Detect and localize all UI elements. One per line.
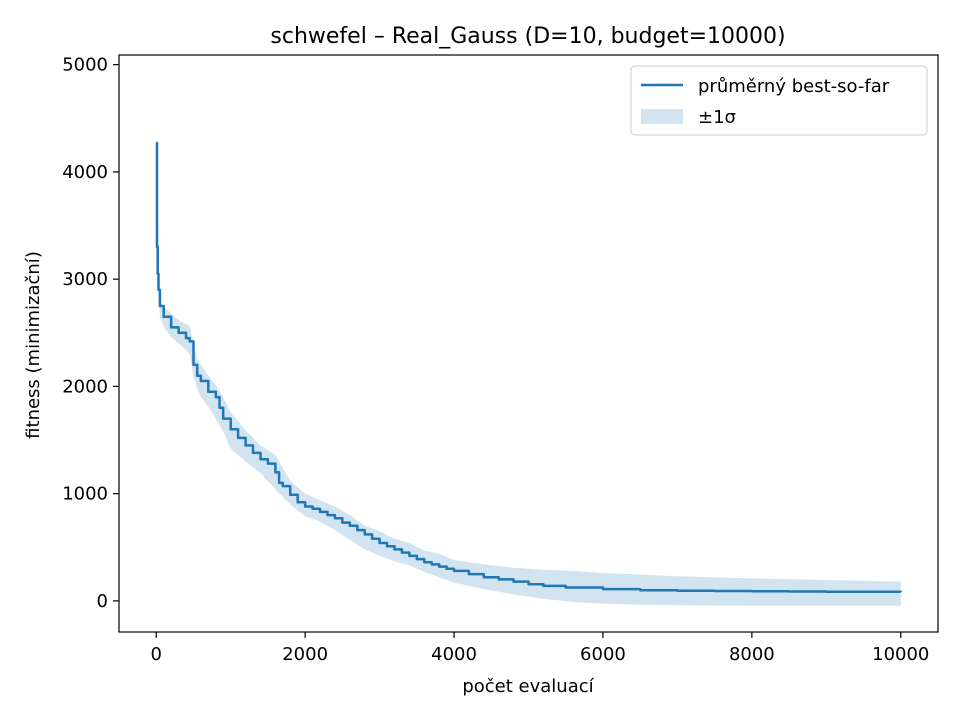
x-tick-label: 8000 <box>729 644 775 665</box>
y-axis-label: fitness (minimizační) <box>23 251 44 439</box>
y-tick-label: 1000 <box>62 484 108 505</box>
plot-area <box>155 141 903 606</box>
legend-label-mean: průměrný best-so-far <box>698 76 890 97</box>
y-tick-label: 2000 <box>62 376 108 397</box>
y-tick-label: 5000 <box>62 55 108 76</box>
x-axis-label: počet evaluací <box>462 676 594 697</box>
y-tick-label: 0 <box>97 591 108 612</box>
y-tick-label: 3000 <box>62 269 108 290</box>
x-tick-label: 10000 <box>872 644 929 665</box>
legend-label-band: ±1σ <box>698 107 736 128</box>
x-tick-label: 6000 <box>580 644 626 665</box>
axes-frame <box>118 54 939 633</box>
x-tick-label: 2000 <box>282 644 328 665</box>
legend: průměrný best-so-far ±1σ <box>630 65 928 136</box>
x-tick-label: 0 <box>151 644 162 665</box>
y-tick-label: 4000 <box>62 162 108 183</box>
axes: 0 2000 4000 6000 8000 10000 0 1000 2000 3000 4000 5… <box>62 54 939 665</box>
legend-frame <box>630 65 928 136</box>
series-line-0 <box>155 141 903 594</box>
legend-band-swatch <box>641 109 683 124</box>
chart-title: schwefel – Real_Gauss (D=10, budget=1000… <box>270 24 785 49</box>
x-tick-label: 4000 <box>431 644 477 665</box>
